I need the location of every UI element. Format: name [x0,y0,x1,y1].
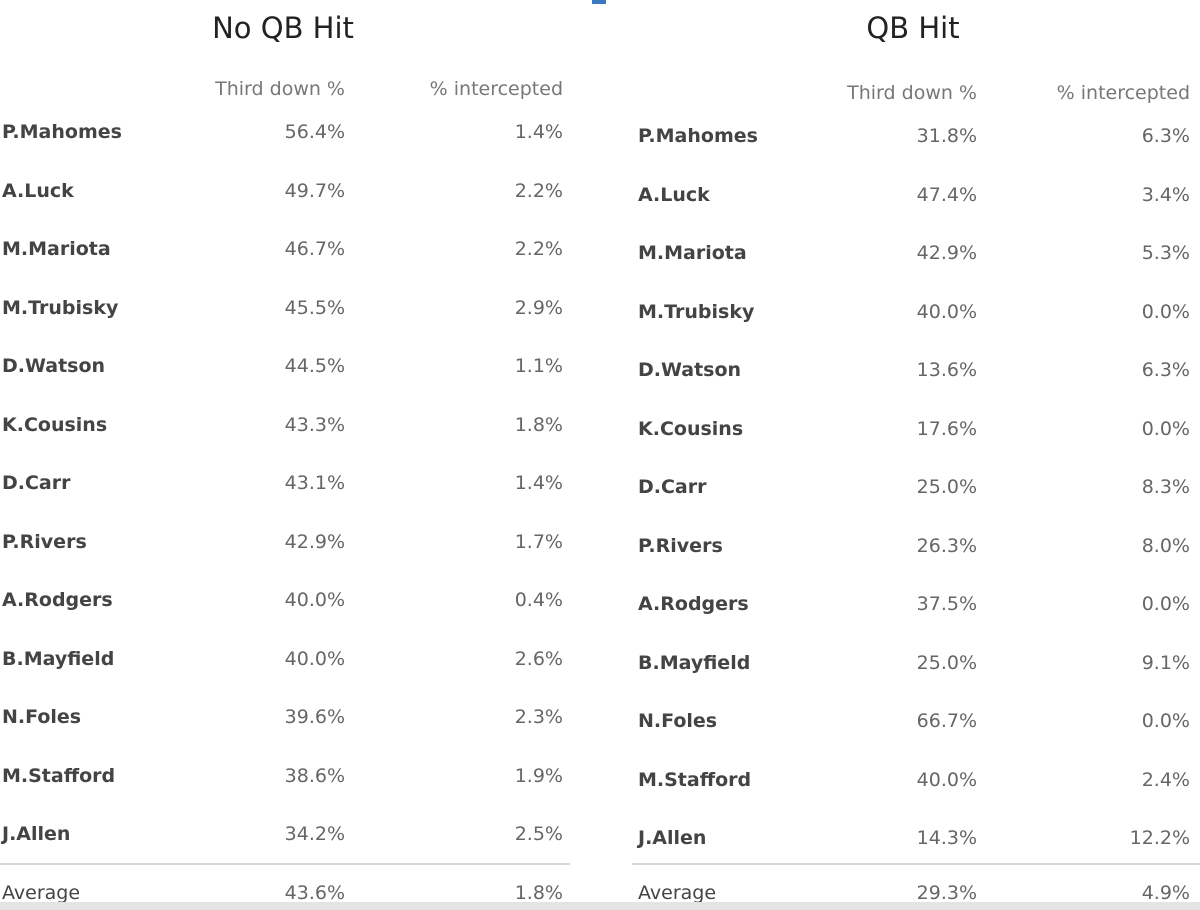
third-down-pct: 34.2% [284,823,345,845]
column-header: % intercepted [429,78,563,100]
player-name: M.Stafford [2,764,116,787]
third-down-pct: 25.0% [916,651,977,674]
separator [0,863,570,865]
player-name: N.Foles [2,706,82,728]
intercepted-pct: 0.4% [514,589,563,611]
third-down-pct: 56.4% [284,121,345,143]
intercepted-pct: 2.2% [514,238,563,260]
third-down-pct: 14.3% [916,827,977,849]
intercepted-pct: 1.4% [514,121,563,143]
column-header: % intercepted [1056,82,1190,104]
player-name: D.Watson [638,359,742,381]
third-down-pct: 13.6% [916,359,977,381]
intercepted-pct: 8.0% [1141,534,1190,557]
intercepted-pct: 6.3% [1141,359,1190,381]
average-third-down: 29.3% [916,882,977,903]
third-down-pct: 46.7% [284,238,345,260]
average-label: Average [638,882,717,903]
intercepted-pct: 8.3% [1141,476,1190,498]
third-down-pct: 45.5% [284,296,345,319]
player-name: M.Trubisky [638,300,755,323]
intercepted-pct: 1.9% [514,764,563,787]
third-down-pct: 42.9% [284,530,345,553]
third-down-pct: 49.7% [284,179,345,202]
player-name: P.Rivers [638,534,723,557]
intercepted-pct: 1.1% [514,355,563,377]
player-name: M.Mariota [2,238,111,260]
third-down-pct: 26.3% [916,534,977,557]
third-down-pct: 17.6% [916,417,977,440]
third-down-pct: 40.0% [284,647,345,670]
player-name: A.Luck [638,183,710,206]
blue-mark [592,0,606,4]
intercepted-pct: 1.8% [514,413,563,436]
player-name: A.Rodgers [2,589,113,611]
intercepted-pct: 2.3% [514,706,563,728]
player-name: M.Trubisky [2,296,119,319]
third-down-pct: 43.3% [284,413,345,436]
third-down-pct: 43.1% [284,472,345,494]
player-name: A.Rodgers [638,593,749,615]
player-name: J.Allen [638,827,707,849]
table-title: QB Hit [866,11,960,45]
intercepted-pct: 3.4% [1141,183,1190,206]
intercepted-pct: 6.3% [1141,125,1190,147]
intercepted-pct: 5.3% [1141,242,1190,264]
intercepted-pct: 2.4% [1141,768,1190,791]
third-down-pct: 42.9% [916,242,977,264]
player-name: P.Mahomes [2,121,122,143]
player-name: P.Rivers [2,530,87,553]
intercepted-pct: 0.0% [1141,300,1190,323]
third-down-pct: 38.6% [284,764,345,787]
third-down-pct: 25.0% [916,476,977,498]
intercepted-pct: 2.2% [514,179,563,202]
average-intercepted: 1.8% [514,882,563,903]
intercepted-pct: 2.9% [514,296,563,319]
intercepted-pct: 0.0% [1141,417,1190,440]
intercepted-pct: 2.5% [514,823,563,845]
third-down-pct: 40.0% [916,300,977,323]
third-down-pct: 40.0% [284,589,345,611]
player-name: K.Cousins [638,417,744,440]
column-header: Third down % [847,82,977,104]
player-name: D.Carr [2,472,71,494]
player-name: N.Foles [638,710,718,732]
player-name: P.Mahomes [638,125,758,147]
intercepted-pct: 0.0% [1141,710,1190,732]
intercepted-pct: 0.0% [1141,593,1190,615]
intercepted-pct: 9.1% [1141,651,1190,674]
bottom-bar [0,902,1200,910]
third-down-pct: 47.4% [916,183,977,206]
player-name: B.Mayfield [638,651,751,674]
player-name: M.Stafford [638,768,752,791]
separator [632,863,1200,865]
player-name: J.Allen [2,823,71,845]
player-name: D.Carr [638,476,707,498]
third-down-pct: 39.6% [284,706,345,728]
player-name: K.Cousins [2,413,108,436]
intercepted-pct: 1.7% [514,530,563,553]
average-intercepted: 4.9% [1141,882,1190,903]
player-name: B.Mayfield [2,647,115,670]
third-down-pct: 40.0% [916,768,977,791]
intercepted-pct: 2.6% [514,647,563,670]
column-header: Third down % [215,78,345,100]
third-down-pct: 66.7% [916,710,977,732]
third-down-pct: 31.8% [916,125,977,147]
intercepted-pct: 1.4% [514,472,563,494]
third-down-pct: 37.5% [916,593,977,615]
player-name: A.Luck [2,179,74,202]
average-third-down: 43.6% [284,882,345,903]
table-title: No QB Hit [212,11,354,45]
player-name: M.Mariota [638,242,747,264]
average-label: Average [2,882,81,903]
intercepted-pct: 12.2% [1129,827,1190,849]
third-down-pct: 44.5% [284,355,345,377]
player-name: D.Watson [2,355,106,377]
